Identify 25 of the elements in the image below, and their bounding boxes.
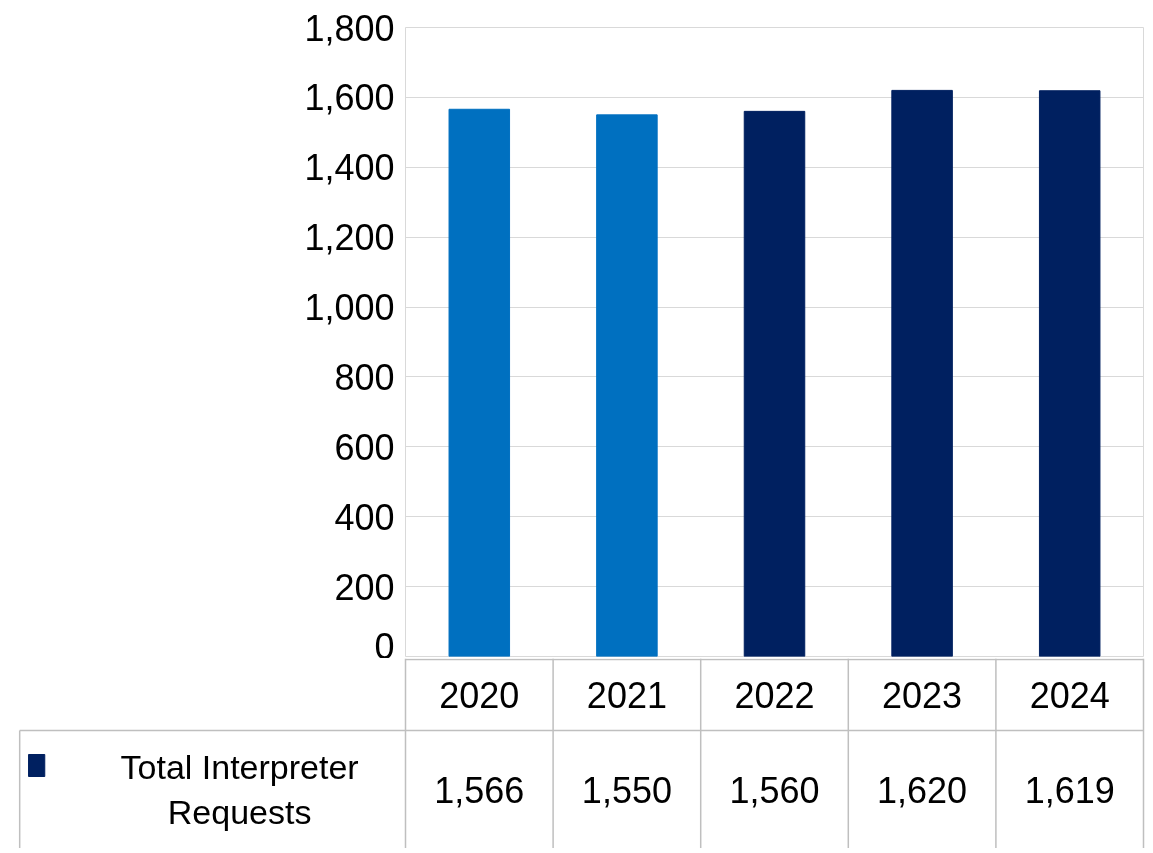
y-tick-label: 1,800	[304, 7, 395, 49]
legend-label: Total Interpreter Requests	[120, 747, 359, 832]
y-tick-label: 600	[334, 426, 395, 468]
bar	[1038, 90, 1101, 657]
y-tick-label: 1,000	[304, 287, 395, 329]
x-tick-label: 2024	[1029, 674, 1110, 716]
x-tick-label: 2020	[439, 674, 520, 716]
x-tick-label: 2021	[586, 674, 667, 716]
data-label: 1,619	[1024, 769, 1115, 811]
bar	[891, 89, 953, 657]
data-label: 1,560	[729, 769, 820, 811]
data-label: 1,550	[581, 769, 672, 811]
bar	[448, 108, 511, 657]
y-tick-label: 1,200	[304, 217, 395, 259]
y-tick-label: 200	[334, 566, 395, 608]
data-label: 1,620	[877, 769, 968, 811]
bar	[743, 110, 806, 657]
data-label: 1,566	[434, 769, 525, 811]
y-tick-label: 800	[334, 356, 395, 398]
x-tick-label: 2023	[882, 674, 963, 716]
y-tick-label: 400	[334, 496, 395, 538]
y-tick-label: 1,400	[304, 147, 395, 189]
y-tick-label: 1,600	[304, 77, 395, 119]
bar	[596, 114, 658, 657]
x-tick-label: 2022	[734, 674, 815, 716]
